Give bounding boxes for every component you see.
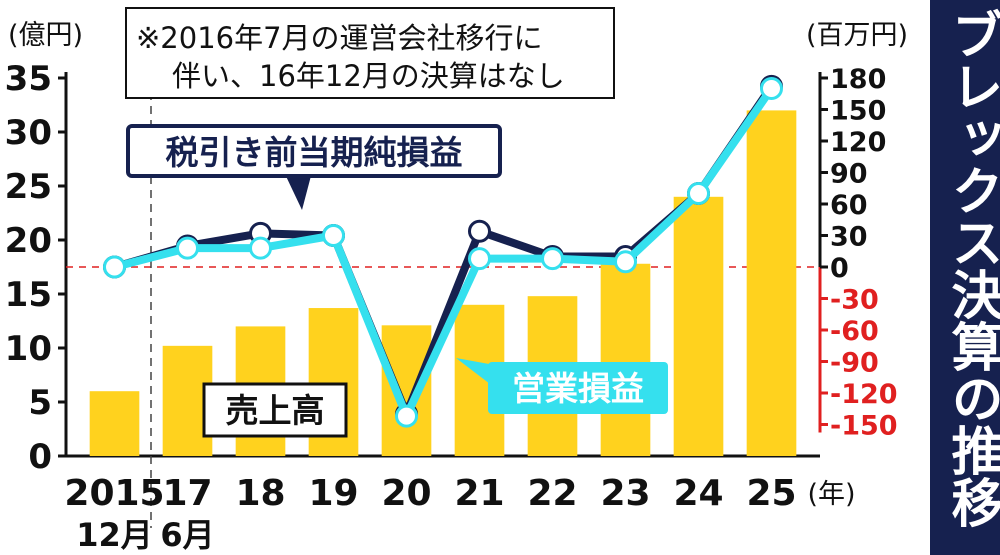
revenue-label: 売上高 [226, 391, 325, 430]
x-tick-label: 19 [308, 473, 358, 514]
left-tick-label: 25 [5, 167, 52, 207]
tick-labels: 05101520253035-150-120-90-60-30030609012… [5, 20, 908, 554]
right-tick-label: 60 [830, 190, 868, 221]
right-tick-label: 90 [830, 159, 868, 190]
operating-point [687, 182, 710, 205]
right-axis-unit: (百万円) [806, 20, 908, 51]
note-box: ※2016年7月の運営会社移行に 伴い、16年12月の決算はなし [125, 7, 615, 99]
profit-lines [103, 74, 783, 428]
operating-point [176, 236, 199, 260]
left-tick-label: 15 [5, 275, 52, 315]
note-line-2: 伴い、16年12月の決算はなし [172, 59, 565, 93]
operating-callout: 営業損益 [456, 358, 668, 414]
operating-label: 営業損益 [512, 369, 644, 408]
left-tick-label: 20 [5, 221, 52, 261]
right-tick-label: -90 [830, 348, 879, 379]
x-tick-label: 25 [746, 473, 796, 514]
pretax-label: 税引き前当期純損益 [166, 133, 463, 172]
right-tick-label: -60 [830, 316, 879, 347]
operating-point [249, 236, 272, 260]
revenue-callout: 売上高 [202, 382, 348, 438]
revenue-bar [673, 196, 724, 457]
x-tick-label: 21 [454, 473, 504, 514]
left-tick-label: 5 [28, 383, 52, 423]
pretax-point [468, 219, 491, 243]
left-tick-label: 35 [5, 59, 52, 99]
x-tick-label: 24 [673, 473, 723, 514]
operating-point [468, 247, 491, 271]
x-tick-label: 17 [162, 473, 212, 514]
pretax-callout: 税引き前当期純損益 [126, 124, 502, 210]
note-line-1: ※2016年7月の運営会社移行に [136, 21, 543, 55]
chart-title: ブレックス決算の推移 [942, 8, 1000, 528]
operating-line [113, 86, 775, 421]
x-tick-sublabel: 12月 [76, 516, 153, 554]
x-tick-sublabel: 6月 [160, 516, 214, 554]
x-tick-label: 2015 [64, 473, 164, 514]
title-sidebar: ブレックス決算の推移 [930, 0, 1000, 555]
x-axis-unit: (年) [808, 479, 856, 510]
left-tick-label: 30 [5, 113, 52, 153]
operating-point [541, 247, 564, 271]
right-tick-label: 150 [830, 96, 886, 127]
left-tick-label: 10 [5, 329, 52, 369]
right-tick-label: 0 [830, 253, 849, 284]
right-tick-label: 180 [830, 64, 886, 95]
right-tick-label: -150 [830, 411, 898, 442]
x-tick-label: 22 [527, 473, 577, 514]
revenue-bar [89, 391, 140, 456]
operating-point [395, 404, 418, 428]
right-tick-label: -30 [830, 285, 879, 316]
revenue-bar [746, 110, 797, 457]
left-tick-label: 0 [28, 437, 52, 477]
right-tick-label: 120 [830, 127, 886, 158]
revenue-bar [600, 263, 651, 456]
right-tick-label: -120 [830, 379, 898, 410]
x-tick-label: 20 [381, 473, 431, 514]
operating-point [760, 77, 783, 100]
x-tick-label: 18 [235, 473, 285, 514]
operating-point [322, 224, 345, 247]
revenue-bar [381, 325, 432, 456]
left-axis-unit: (億円) [8, 20, 83, 51]
x-tick-label: 23 [600, 473, 650, 514]
right-tick-label: 30 [830, 222, 868, 253]
operating-point [103, 255, 126, 279]
operating-point [614, 250, 637, 274]
